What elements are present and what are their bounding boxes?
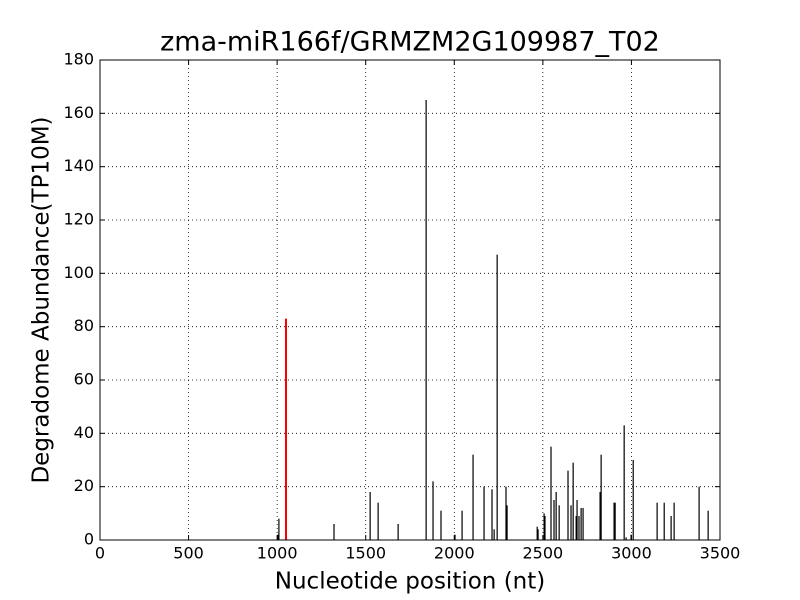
x-tick-label: 2000 — [434, 544, 475, 563]
chart-title: zma-miR166f/GRMZM2G109987_T02 — [160, 27, 660, 58]
y-tick-label: 140 — [63, 156, 94, 175]
y-tick-label: 80 — [74, 316, 94, 335]
plot-frame — [99, 59, 721, 541]
x-tick-label: 1000 — [257, 544, 298, 563]
x-tick-label: 2500 — [522, 544, 563, 563]
x-tick-label: 1500 — [345, 544, 386, 563]
y-tick-label: 40 — [74, 423, 94, 442]
y-tick-label: 20 — [74, 476, 94, 495]
x-tick-label: 3000 — [611, 544, 652, 563]
y-tick-label: 0 — [84, 530, 94, 549]
x-axis-label: Nucleotide position (nt) — [275, 569, 545, 595]
x-tick-label: 3500 — [700, 544, 741, 563]
y-tick-label: 180 — [63, 50, 94, 69]
x-tick-label: 0 — [95, 544, 105, 563]
y-axis-label: Degradome Abundance(TP10M) — [29, 116, 55, 483]
y-tick-label: 120 — [63, 210, 94, 229]
x-tick-label: 500 — [173, 544, 204, 563]
y-tick-label: 100 — [63, 263, 94, 282]
y-tick-label: 160 — [63, 103, 94, 122]
y-tick-label: 60 — [74, 370, 94, 389]
